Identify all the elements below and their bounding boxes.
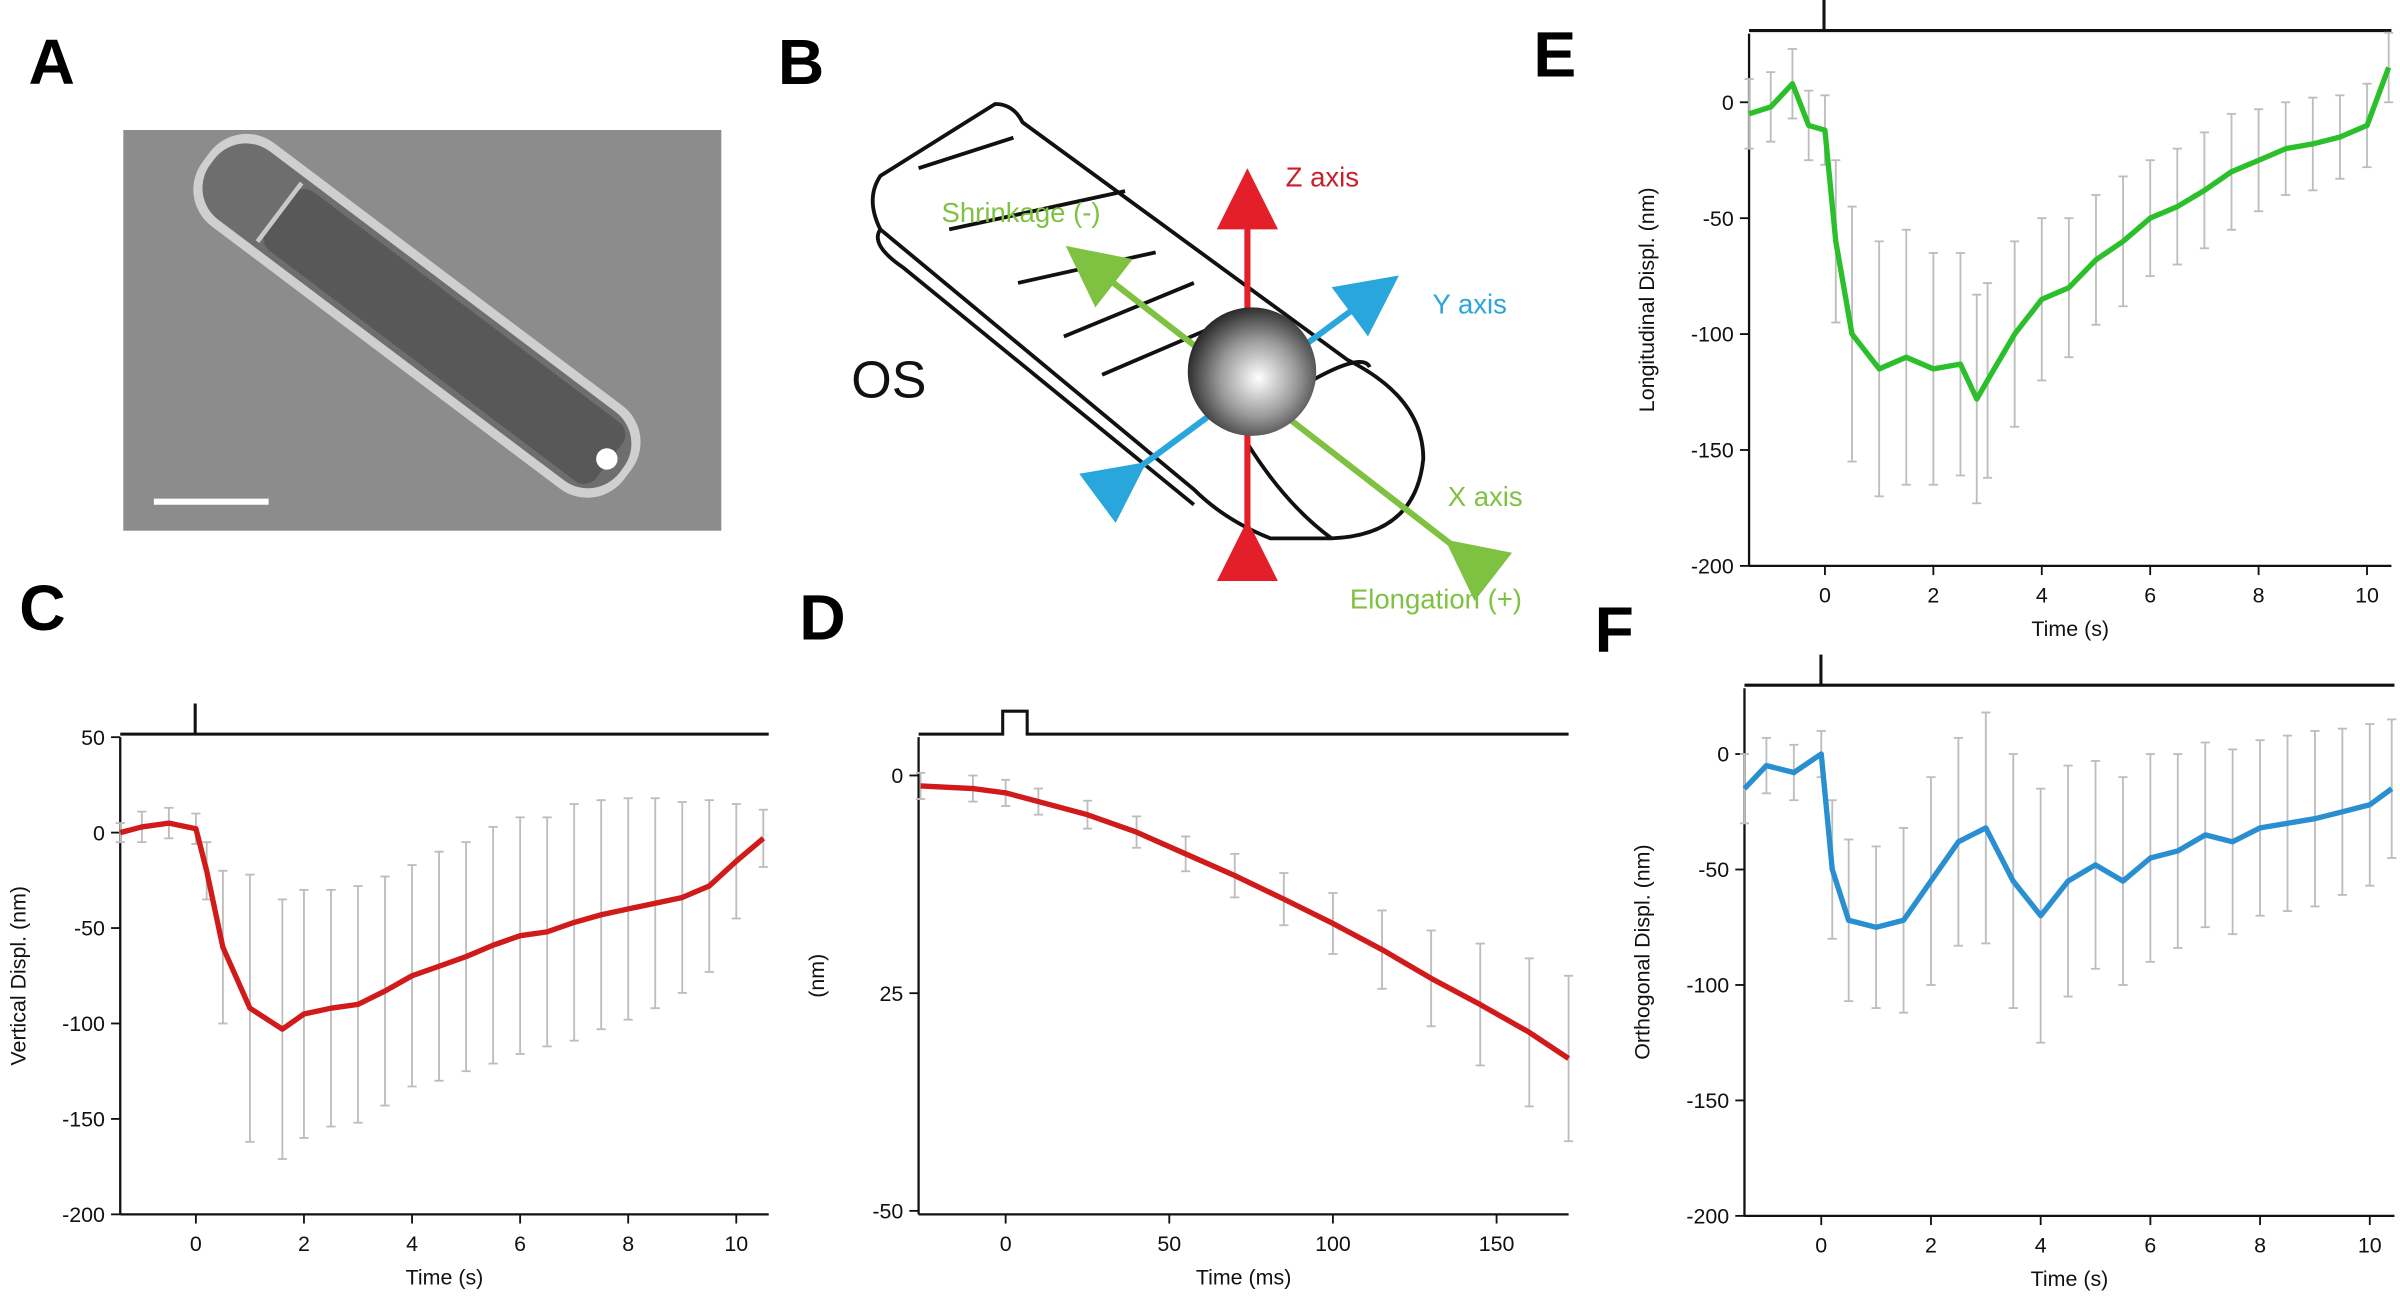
panel-letter: A xyxy=(28,26,74,98)
x-tick-label: 8 xyxy=(2254,1234,2266,1258)
stimulus-trace xyxy=(1749,0,2392,33)
y-axis-label: Longitudinal Displ. (nm) xyxy=(1635,187,1659,412)
x-axis-label: Time (ms) xyxy=(1196,1266,1292,1290)
y-tick-label: 0 xyxy=(1717,743,1729,767)
y-tick-label: -200 xyxy=(1691,555,1734,579)
x-tick-label: 4 xyxy=(2036,584,2048,608)
stimulus-trace xyxy=(918,709,1569,736)
x-tick-label: 10 xyxy=(2358,1234,2382,1258)
panel-letter: B xyxy=(778,26,824,98)
data-line xyxy=(1742,751,2394,930)
shrinkage-label: Shrinkage (-) xyxy=(942,197,1101,228)
x-tick-label: 6 xyxy=(2144,1234,2156,1258)
micrograph xyxy=(123,130,722,531)
data-line xyxy=(1748,66,2392,402)
x-tick-label: 8 xyxy=(622,1232,634,1256)
x-tick-label: 10 xyxy=(2355,584,2379,608)
y-tick-label: -100 xyxy=(62,1012,105,1036)
y-tick-label: -50 xyxy=(1698,858,1729,882)
y-tick-label: 25 xyxy=(879,982,903,1006)
x-tick-label: 2 xyxy=(1925,1234,1937,1258)
elongation-label: Elongation (+) xyxy=(1350,584,1522,615)
panel-letter: E xyxy=(1533,18,1576,90)
panel-letter: F xyxy=(1595,594,1634,666)
y-axis-label: Orthogonal Displ. (nm) xyxy=(1631,844,1655,1059)
x-tick-label: 0 xyxy=(190,1232,202,1256)
y-tick-label: -50 xyxy=(1703,207,1734,231)
x-tick-label: 4 xyxy=(406,1232,418,1256)
y-axis-label: Vertical Displ. (nm) xyxy=(6,886,30,1066)
y-tick-label: -50 xyxy=(872,1200,903,1224)
y-tick-label: -200 xyxy=(1686,1205,1729,1229)
y-tick-label: 0 xyxy=(1722,91,1734,115)
os-label: OS xyxy=(851,352,926,410)
z-label: Z axis xyxy=(1286,162,1359,193)
stimulus-trace xyxy=(120,703,769,736)
y-tick-label: -100 xyxy=(1686,974,1729,998)
x-axis-label: Time (s) xyxy=(2031,1267,2109,1291)
x-tick-label: 100 xyxy=(1315,1232,1351,1256)
x-tick-label: 6 xyxy=(514,1232,526,1256)
x-tick-label: 50 xyxy=(1157,1232,1181,1256)
y-tick-label: 50 xyxy=(81,726,105,750)
x-axis-label: Time (s) xyxy=(2031,617,2109,641)
panel-letter: D xyxy=(799,581,845,653)
x-tick-label: 0 xyxy=(1819,584,1831,608)
x-tick-label: 10 xyxy=(724,1232,748,1256)
data-line xyxy=(119,820,766,1032)
x-tick-label: 150 xyxy=(1479,1232,1515,1256)
x-tick-label: 2 xyxy=(298,1232,310,1256)
panel-letter: C xyxy=(19,572,65,644)
y-tick-label: -100 xyxy=(1691,323,1734,347)
y-tick-label: 0 xyxy=(891,764,903,788)
y-axis-label: (nm) xyxy=(805,954,829,998)
x-tick-label: 0 xyxy=(1000,1232,1012,1256)
y-tick-label: -150 xyxy=(1691,439,1734,463)
y-tick-label: -150 xyxy=(1686,1089,1729,1113)
x-axis-label: Time (s) xyxy=(406,1266,484,1290)
y-tick-label: -50 xyxy=(74,917,105,941)
x-tick-label: 8 xyxy=(2253,584,2265,608)
bead xyxy=(1187,307,1317,436)
y-label: Y axis xyxy=(1432,289,1506,320)
x-label: X axis xyxy=(1448,481,1523,512)
y-tick-label: -200 xyxy=(62,1203,105,1227)
stimulus-trace xyxy=(1744,654,2395,687)
x-tick-label: 2 xyxy=(1927,584,1939,608)
x-tick-label: 0 xyxy=(1815,1234,1827,1258)
data-line xyxy=(920,783,1571,1061)
x-tick-label: 4 xyxy=(2035,1234,2047,1258)
x-tick-label: 6 xyxy=(2144,584,2156,608)
y-tick-label: -150 xyxy=(62,1108,105,1132)
y-tick-label: 0 xyxy=(93,821,105,845)
